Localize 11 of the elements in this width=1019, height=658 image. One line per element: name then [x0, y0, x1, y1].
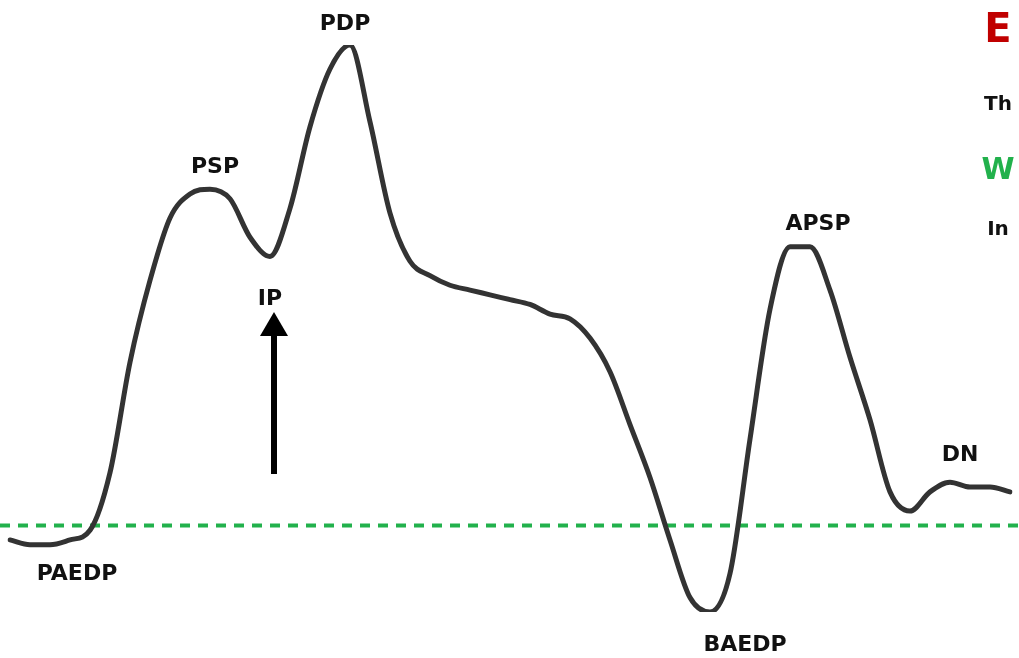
- text: PDP: [319, 9, 371, 35]
- annotation: APSP: [785, 209, 851, 235]
- annotation: PSP: [190, 152, 240, 178]
- annotation: In: [987, 216, 1009, 240]
- annotation: DN: [941, 440, 979, 466]
- text: BAEDP: [703, 630, 787, 656]
- annotation: W: [981, 150, 1015, 186]
- annotation: Th: [984, 91, 1012, 115]
- annotation: E: [984, 5, 1012, 51]
- annotation: PAEDP: [36, 559, 118, 585]
- annotation: IP: [257, 284, 283, 310]
